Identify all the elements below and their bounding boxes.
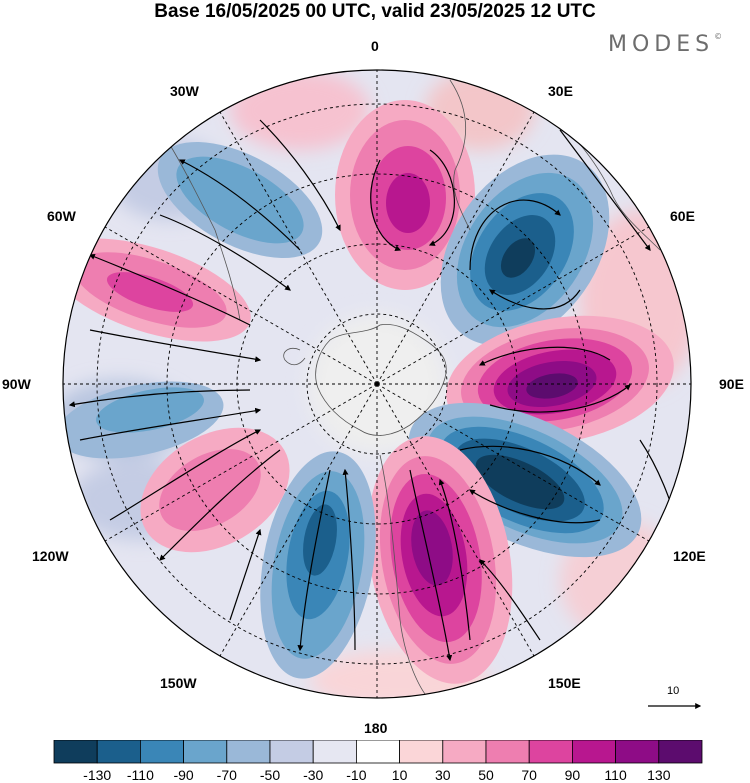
colorbar-swatch [615,740,660,764]
lon-label-30w: 30W [170,83,199,99]
colorbar-swatch [226,740,271,764]
brand-text: MODES [608,32,715,57]
lon-label-180: 180 [364,720,388,736]
colorbar-tick-label: 70 [521,767,537,783]
colorbar-swatch [140,740,185,764]
lon-label-60e: 60E [670,208,695,224]
colorbar-tick-label: -110 [126,767,154,783]
map-title: Base 16/05/2025 00 UTC, valid 23/05/2025… [154,1,596,22]
colorbar-tick-label: -30 [303,767,324,783]
colorbar-swatch [269,740,314,764]
lon-label-90e: 90E [719,376,744,392]
colorbar [53,740,703,764]
colorbar-swatch [658,740,703,764]
brand-logo: MODES© [608,32,722,57]
lon-label-0: 0 [371,38,379,54]
lon-label-60w: 60W [47,208,76,224]
pole-marker [374,381,380,387]
colorbar-swatch [96,740,141,764]
colorbar-swatch [528,740,573,764]
colorbar-swatch [312,740,357,764]
lon-label-120w: 120W [32,548,69,564]
colorbar-tick-label: 90 [564,767,581,783]
colorbar-swatch [53,740,98,764]
lon-label-150w: 150W [160,675,197,691]
colorbar-swatch [485,740,530,764]
lon-label-120e: 120E [673,548,706,564]
lon-label-150e: 150E [548,675,581,691]
colorbar-tick-label: 50 [478,767,494,783]
colorbar-tick-label: 30 [435,767,451,783]
brand-mark: © [714,32,723,41]
colorbar-swatch [399,740,444,764]
colorbar-tick-label: -50 [259,767,281,783]
graticule [63,70,691,698]
colorbar-swatch [442,740,487,764]
colorbar-swatch [355,740,400,764]
anomaly-field [63,70,691,698]
colorbar-tick-label: -10 [346,767,367,783]
colorbar-swatch [572,740,617,764]
colorbar-tick-label: 10 [391,767,408,783]
lon-label-90w: 90W [2,376,31,392]
colorbar-tick-label: 110 [604,767,627,783]
map-boundary [62,69,692,699]
colorbar-tick-label: 130 [647,767,671,783]
wind-streamlines [68,119,682,662]
colorbar-tick-label: -70 [216,767,237,783]
lon-label-30e: 30E [548,83,573,99]
coastlines [169,79,661,698]
colorbar-tick-label: -130 [83,767,112,783]
colorbar-tick-label: -90 [173,767,194,783]
reference-vector-label: 10 [667,685,680,697]
colorbar-swatch [183,740,228,764]
